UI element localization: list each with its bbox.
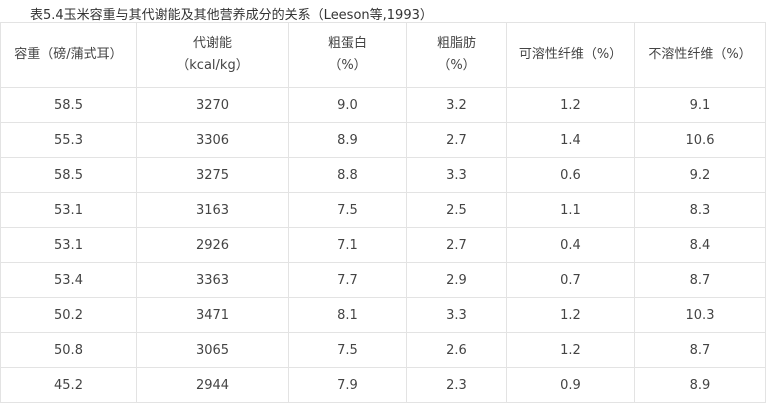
- table-cell: 3065: [136, 332, 289, 368]
- table-cell: 2.7: [406, 122, 507, 158]
- column-header-line: 代谢能: [192, 36, 232, 51]
- nutrition-table: 容重（磅/蒲式耳） 代谢能 （kcal/kg） 粗蛋白 （%） 粗脂肪 （%） …: [0, 22, 766, 403]
- column-header-insoluble-fiber: 不溶性纤维（%）: [634, 22, 766, 88]
- table-cell: 53.1: [0, 192, 137, 228]
- table-cell: 7.1: [288, 227, 407, 263]
- table-cell: 7.5: [288, 332, 407, 368]
- table-cell: 8.9: [634, 367, 766, 403]
- column-header-line: 容重（磅/蒲式耳）: [14, 47, 123, 62]
- table-cell: 0.4: [506, 227, 635, 263]
- table-cell: 0.6: [506, 157, 635, 193]
- table-cell: 8.7: [634, 262, 766, 298]
- table-row: 53.4 3363 7.7 2.9 0.7 8.7: [0, 262, 766, 298]
- table-cell: 10.6: [634, 122, 766, 158]
- table-cell: 9.2: [634, 157, 766, 193]
- table-cell: 53.4: [0, 262, 137, 298]
- column-header-line: 粗蛋白: [327, 36, 367, 51]
- table-cell: 58.5: [0, 87, 137, 123]
- table-cell: 1.1: [506, 192, 635, 228]
- table-cell: 1.2: [506, 297, 635, 333]
- column-header-line: （%）: [437, 58, 476, 73]
- table-cell: 2.6: [406, 332, 507, 368]
- table-cell: 7.9: [288, 367, 407, 403]
- column-header-line: 可溶性纤维（%）: [518, 47, 623, 62]
- column-header-line: 粗脂肪: [436, 36, 476, 51]
- table-cell: 53.1: [0, 227, 137, 263]
- table-cell: 3.3: [406, 297, 507, 333]
- table-cell: 58.5: [0, 157, 137, 193]
- table-cell: 2926: [136, 227, 289, 263]
- table-cell: 10.3: [634, 297, 766, 333]
- table-cell: 3.3: [406, 157, 507, 193]
- table-row: 58.5 3275 8.8 3.3 0.6 9.2: [0, 157, 766, 193]
- table-cell: 2944: [136, 367, 289, 403]
- table-row: 45.2 2944 7.9 2.3 0.9 8.9: [0, 367, 766, 403]
- table-cell: 2.9: [406, 262, 507, 298]
- table-cell: 3363: [136, 262, 289, 298]
- column-header-line: 不溶性纤维（%）: [648, 47, 752, 62]
- table-row: 55.3 3306 8.9 2.7 1.4 10.6: [0, 122, 766, 158]
- table-cell: 0.7: [506, 262, 635, 298]
- table-cell: 8.3: [634, 192, 766, 228]
- table-row: 50.8 3065 7.5 2.6 1.2 8.7: [0, 332, 766, 368]
- column-header-soluble-fiber: 可溶性纤维（%）: [506, 22, 635, 88]
- table-cell: 50.8: [0, 332, 137, 368]
- table-cell: 8.8: [288, 157, 407, 193]
- table-cell: 45.2: [0, 367, 137, 403]
- column-header-crude-fat: 粗脂肪 （%）: [406, 22, 507, 88]
- table-row: 50.2 3471 8.1 3.3 1.2 10.3: [0, 297, 766, 333]
- column-header-bulk-density: 容重（磅/蒲式耳）: [0, 22, 137, 88]
- column-header-line: （kcal/kg）: [176, 58, 249, 73]
- table-cell: 3270: [136, 87, 289, 123]
- table-cell: 50.2: [0, 297, 137, 333]
- column-header-metabolizable-energy: 代谢能 （kcal/kg）: [136, 22, 289, 88]
- table-cell: 3275: [136, 157, 289, 193]
- table-cell: 0.9: [506, 367, 635, 403]
- table-cell: 8.1: [288, 297, 407, 333]
- table-cell: 3471: [136, 297, 289, 333]
- table-cell: 2.3: [406, 367, 507, 403]
- table-row: 58.5 3270 9.0 3.2 1.2 9.1: [0, 87, 766, 123]
- table-cell: 8.7: [634, 332, 766, 368]
- table-cell: 3306: [136, 122, 289, 158]
- table-row: 53.1 3163 7.5 2.5 1.1 8.3: [0, 192, 766, 228]
- table-cell: 3.2: [406, 87, 507, 123]
- table-cell: 1.2: [506, 87, 635, 123]
- table-cell: 7.7: [288, 262, 407, 298]
- table-cell: 8.9: [288, 122, 407, 158]
- table-cell: 7.5: [288, 192, 407, 228]
- table-cell: 55.3: [0, 122, 137, 158]
- table-cell: 2.7: [406, 227, 507, 263]
- table-cell: 2.5: [406, 192, 507, 228]
- table-cell: 9.0: [288, 87, 407, 123]
- table-cell: 3163: [136, 192, 289, 228]
- table-cell: 9.1: [634, 87, 766, 123]
- table-cell: 1.4: [506, 122, 635, 158]
- table-cell: 8.4: [634, 227, 766, 263]
- header-row: 容重（磅/蒲式耳） 代谢能 （kcal/kg） 粗蛋白 （%） 粗脂肪 （%） …: [0, 22, 766, 88]
- table-caption: 表5.4玉米容重与其代谢能及其他营养成分的关系（Leeson等,1993）: [30, 8, 433, 23]
- column-header-crude-protein: 粗蛋白 （%）: [288, 22, 407, 88]
- table-row: 53.1 2926 7.1 2.7 0.4 8.4: [0, 227, 766, 263]
- column-header-line: （%）: [328, 58, 367, 73]
- table-cell: 1.2: [506, 332, 635, 368]
